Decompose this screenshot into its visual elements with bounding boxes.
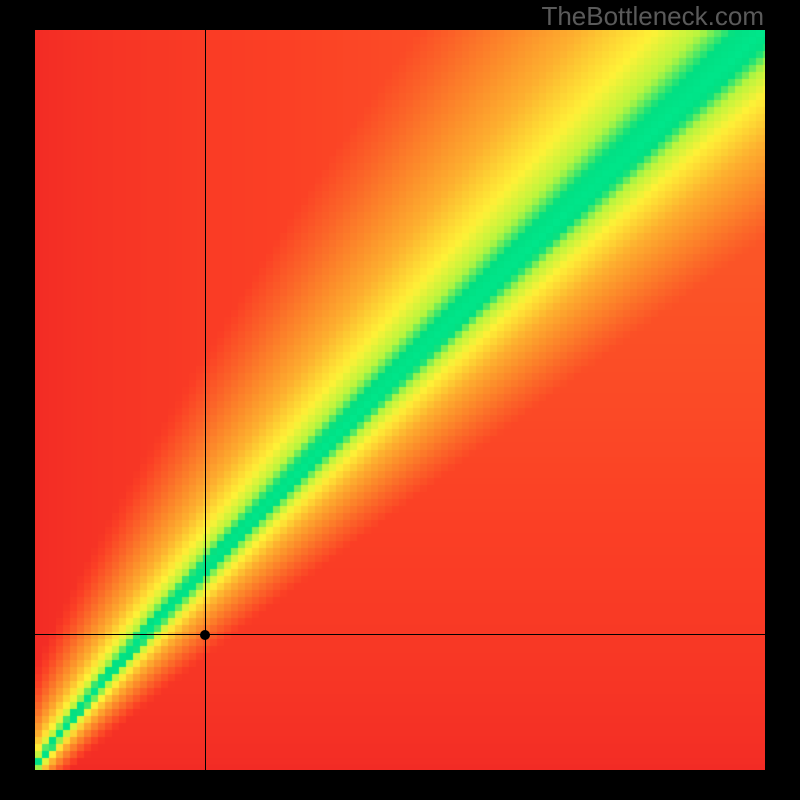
bottleneck-heatmap: [35, 30, 765, 770]
crosshair-marker-dot: [200, 630, 210, 640]
crosshair-vertical-line: [205, 30, 206, 770]
crosshair-horizontal-line: [35, 634, 765, 635]
attribution-text: TheBottleneck.com: [541, 1, 764, 32]
